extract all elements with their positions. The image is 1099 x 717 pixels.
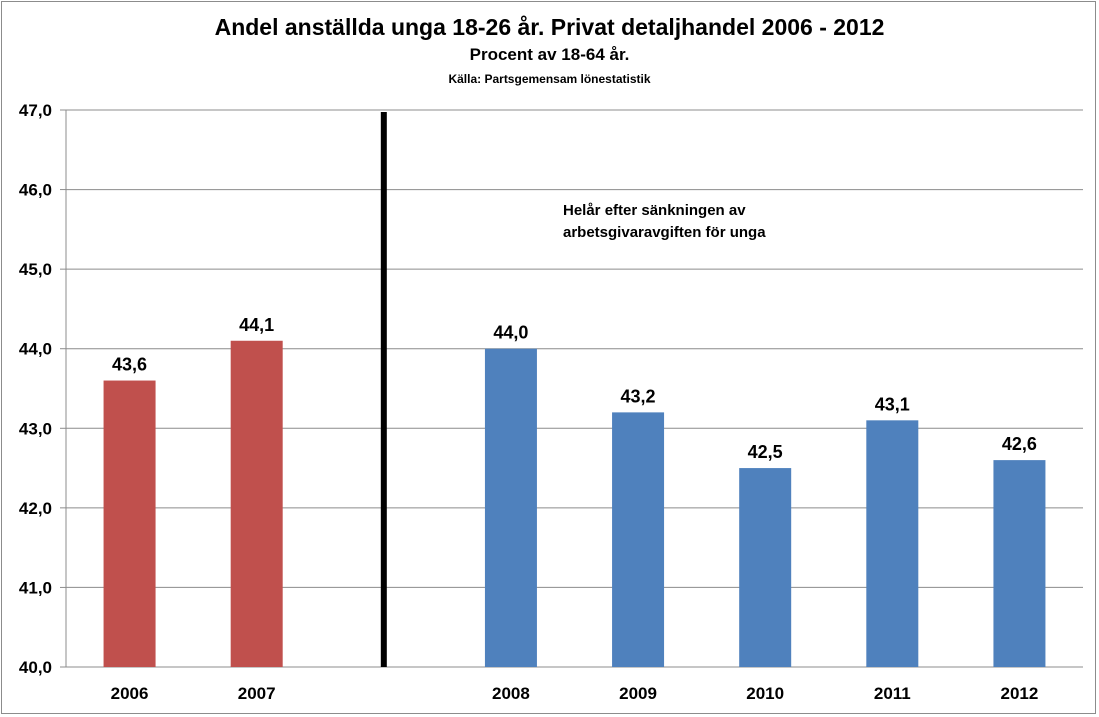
x-tick-label-2010: 2010 — [746, 684, 784, 703]
data-label-2006: 43,6 — [112, 355, 147, 375]
bar-2007 — [230, 340, 283, 667]
chart-title: Andel anställda unga 18-26 år. Privat de… — [214, 14, 885, 40]
x-tick-label-2006: 2006 — [111, 684, 149, 703]
y-tick-label: 45,0 — [19, 260, 52, 279]
x-tick-label-2007: 2007 — [238, 684, 276, 703]
annotation-line-1: Helår efter sänkningen av — [563, 202, 746, 219]
data-label-2012: 42,6 — [1002, 434, 1037, 454]
y-tick-label: 40,0 — [19, 658, 52, 677]
bar-2006 — [103, 380, 156, 667]
y-tick-label: 43,0 — [19, 419, 52, 438]
data-label-2008: 44,0 — [493, 323, 528, 343]
data-label-2011: 43,1 — [875, 394, 910, 414]
x-tick-label-2012: 2012 — [1001, 684, 1039, 703]
data-label-2007: 44,1 — [239, 315, 274, 335]
y-tick-label: 47,0 — [19, 101, 52, 120]
y-tick-label: 44,0 — [19, 340, 52, 359]
bar-2012 — [993, 460, 1046, 667]
chart-subtitle: Procent av 18-64 år. — [469, 45, 630, 64]
annotation-line-2: arbetsgivaravgiften för unga — [563, 224, 766, 241]
bar-2009 — [612, 412, 665, 667]
x-tick-label-2011: 2011 — [874, 684, 911, 703]
data-label-2009: 43,2 — [621, 386, 656, 406]
x-tick-label-2008: 2008 — [492, 684, 530, 703]
y-tick-label: 42,0 — [19, 499, 52, 518]
chart-source: Källa: Partsgemensam lönestatistik — [448, 72, 651, 86]
chart-annotation: Helår efter sänkningen av arbetsgivaravg… — [563, 200, 766, 244]
bar-2008 — [484, 348, 537, 667]
y-tick-label: 46,0 — [19, 181, 52, 200]
bar-2010 — [739, 468, 792, 667]
y-tick-label: 41,0 — [19, 578, 52, 597]
data-label-2010: 42,5 — [748, 442, 783, 462]
bar-2011 — [866, 420, 919, 667]
x-tick-label-2009: 2009 — [619, 684, 657, 703]
